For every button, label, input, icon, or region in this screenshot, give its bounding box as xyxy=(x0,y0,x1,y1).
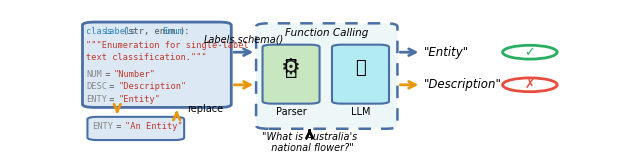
FancyBboxPatch shape xyxy=(88,117,184,140)
Text: ENTY: ENTY xyxy=(92,122,113,131)
Text: =: = xyxy=(104,95,120,104)
Text: class: class xyxy=(86,27,118,36)
Text: NUM: NUM xyxy=(86,70,102,79)
Text: ENTY: ENTY xyxy=(86,95,107,104)
Text: Labels.schema(): Labels.schema() xyxy=(204,35,284,45)
Text: Enum: Enum xyxy=(162,27,183,36)
Text: LLM: LLM xyxy=(351,107,370,117)
Text: "An Entity": "An Entity" xyxy=(125,122,182,131)
Text: 🔧: 🔧 xyxy=(285,58,298,78)
Text: =: = xyxy=(104,82,120,91)
Text: "Entity": "Entity" xyxy=(118,95,160,104)
Text: DESC: DESC xyxy=(86,82,107,91)
Text: ):: ): xyxy=(180,27,190,36)
FancyBboxPatch shape xyxy=(262,45,319,104)
Text: ✗: ✗ xyxy=(525,78,535,91)
Text: """Enumeration for single-label: """Enumeration for single-label xyxy=(86,41,249,50)
Text: replace: replace xyxy=(187,104,223,114)
Text: "Number": "Number" xyxy=(114,70,156,79)
Text: "Description": "Description" xyxy=(424,78,502,91)
Text: (str, enum.: (str, enum. xyxy=(123,27,181,36)
Circle shape xyxy=(502,45,557,59)
Text: =: = xyxy=(111,122,127,131)
FancyBboxPatch shape xyxy=(256,23,397,129)
Text: =: = xyxy=(100,70,116,79)
Text: "Description": "Description" xyxy=(118,82,186,91)
Text: Labels: Labels xyxy=(104,27,135,36)
Text: ✓: ✓ xyxy=(525,46,535,59)
Text: ✕: ✕ xyxy=(280,56,301,80)
Text: text classification.""": text classification.""" xyxy=(86,53,207,62)
Text: "Entity": "Entity" xyxy=(424,46,469,59)
Text: 🤖: 🤖 xyxy=(355,59,366,77)
Text: Function Calling: Function Calling xyxy=(285,28,368,38)
Circle shape xyxy=(502,78,557,92)
FancyBboxPatch shape xyxy=(332,45,389,104)
Text: Parser: Parser xyxy=(276,107,307,117)
FancyBboxPatch shape xyxy=(83,22,231,107)
Text: "What is Australia's
  national flower?": "What is Australia's national flower?" xyxy=(262,132,357,154)
Text: ⚙: ⚙ xyxy=(281,58,301,78)
